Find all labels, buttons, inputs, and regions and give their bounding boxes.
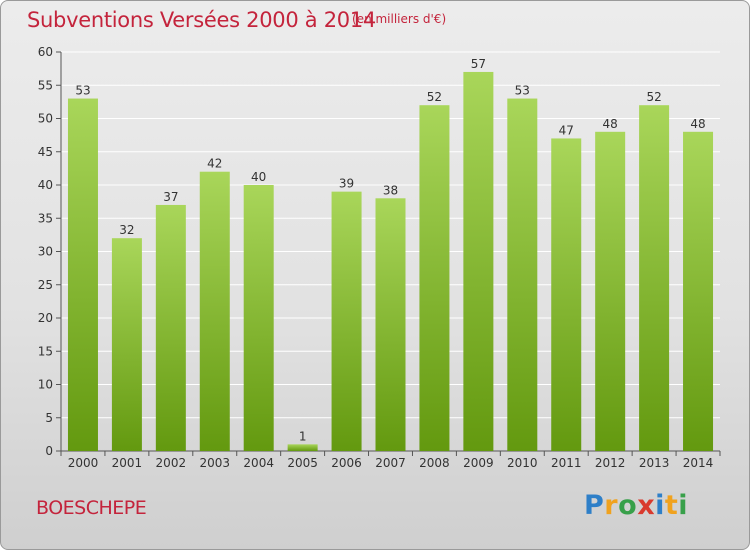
bar <box>67 98 98 452</box>
x-tick-label: 2009 <box>463 456 494 470</box>
bars <box>67 71 714 452</box>
y-tick-label: 10 <box>38 378 53 392</box>
chart-subtitle: (en milliers d'€) <box>352 12 447 26</box>
data-label: 39 <box>339 177 354 191</box>
bar <box>639 105 670 451</box>
chart-title: Subventions Versées 2000 à 2014 <box>27 8 376 32</box>
data-label: 47 <box>559 123 574 137</box>
bar <box>551 138 582 451</box>
logo-letter: x <box>637 490 656 521</box>
data-label: 32 <box>119 223 134 237</box>
y-tick-label: 50 <box>38 112 53 126</box>
bar <box>463 71 494 451</box>
data-label: 57 <box>471 57 486 71</box>
data-label: 38 <box>383 183 398 197</box>
y-tick-label: 20 <box>38 311 53 325</box>
data-label: 1 <box>299 429 307 443</box>
x-tick-label: 2005 <box>287 456 318 470</box>
x-tick-label: 2001 <box>112 456 143 470</box>
x-tick-label: 2004 <box>243 456 274 470</box>
bar <box>243 185 274 451</box>
y-tick-label: 55 <box>38 78 53 92</box>
logo-letter: o <box>618 490 638 521</box>
logo-letter: t <box>664 490 679 521</box>
bar <box>199 171 230 451</box>
bar <box>595 131 626 452</box>
data-label: 48 <box>603 117 618 131</box>
x-tick-label: 2007 <box>375 456 406 470</box>
y-tick-label: 15 <box>38 344 53 358</box>
data-label: 52 <box>427 90 442 104</box>
data-label: 48 <box>690 117 705 131</box>
bar <box>507 98 538 452</box>
y-tick-label: 25 <box>38 278 53 292</box>
bar <box>111 238 142 451</box>
x-tick-label: 2012 <box>595 456 626 470</box>
logo-letter: r <box>604 490 619 521</box>
bar <box>331 191 362 451</box>
x-tick-label: 2013 <box>639 456 670 470</box>
data-label: 37 <box>163 190 178 204</box>
commune-name: BOESCHEPE <box>36 497 147 519</box>
logo-letter: i <box>655 490 665 521</box>
x-tick-label: 2008 <box>419 456 450 470</box>
bar <box>419 105 450 451</box>
y-tick-label: 30 <box>38 245 53 259</box>
x-tick-label: 2000 <box>68 456 99 470</box>
data-label: 53 <box>75 84 90 98</box>
y-tick-label: 45 <box>38 145 53 159</box>
y-tick-label: 40 <box>38 178 53 192</box>
x-tick-label: 2002 <box>156 456 187 470</box>
y-tick-label: 0 <box>45 444 53 458</box>
x-tick-label: 2003 <box>199 456 230 470</box>
logo-letter: P <box>584 490 605 521</box>
data-labels: 53 32 37 42 40 1 39 38 52 57 53 47 48 52 48 <box>75 57 705 443</box>
bar <box>155 204 186 451</box>
data-label: 52 <box>646 90 661 104</box>
x-tick-label: 2011 <box>551 456 582 470</box>
y-tick-label: 5 <box>45 411 53 425</box>
x-tick-label: 2010 <box>507 456 538 470</box>
bar <box>683 131 714 452</box>
proxiti-logo: Proxiti <box>584 490 688 521</box>
y-tick-label: 35 <box>38 211 53 225</box>
logo-letter: i <box>678 490 689 521</box>
x-tick-label: 2014 <box>683 456 714 470</box>
data-label: 42 <box>207 157 222 171</box>
data-label: 40 <box>251 170 266 184</box>
y-tick-label: 60 <box>38 45 53 59</box>
bar <box>375 198 406 451</box>
x-tick-label: 2006 <box>331 456 362 470</box>
bar <box>287 444 318 451</box>
data-label: 53 <box>515 84 530 98</box>
